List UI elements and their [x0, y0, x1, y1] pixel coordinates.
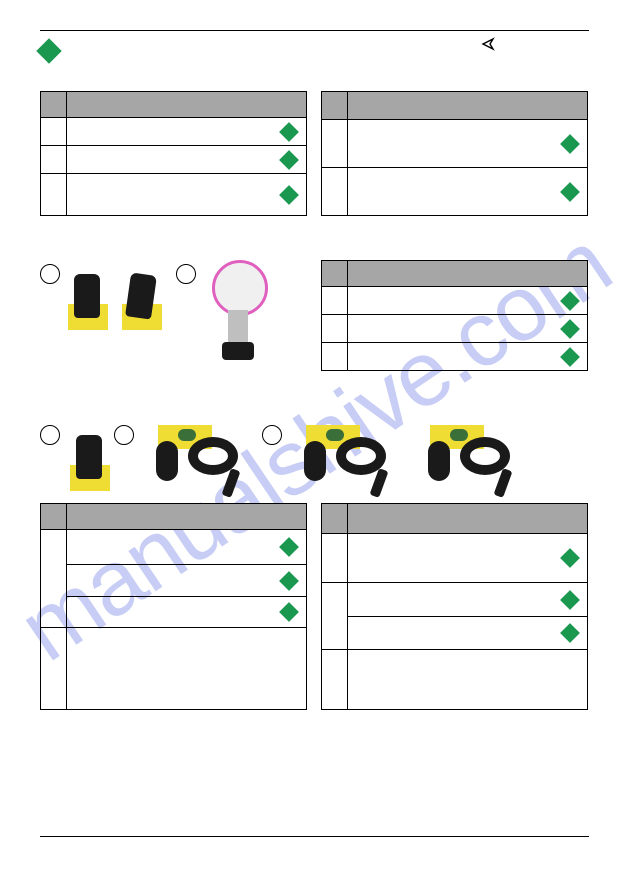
- table-row: [41, 596, 307, 627]
- th: [322, 504, 348, 534]
- valve-image: [286, 421, 406, 491]
- table-row: [322, 287, 588, 315]
- th: [322, 261, 348, 287]
- diamond-icon: [560, 548, 580, 568]
- table-row: [322, 168, 588, 216]
- diamond-icon: [279, 537, 299, 557]
- section3-right-table: [321, 503, 588, 710]
- diamond-icon: [560, 319, 580, 339]
- bottom-rule: [40, 836, 589, 837]
- diamond-icon: [560, 134, 580, 154]
- gauge-image: [198, 260, 278, 360]
- table-row: [41, 530, 307, 565]
- valve-image: [410, 421, 530, 491]
- table-row: [322, 617, 588, 649]
- diamond-icon: [560, 623, 580, 643]
- section2-right-table: [321, 260, 588, 371]
- diamond-icon: [279, 150, 299, 170]
- table-row: [41, 118, 307, 146]
- valve-image: [138, 421, 258, 491]
- th: [41, 92, 67, 118]
- pointer-icon: [480, 35, 498, 58]
- diamond-icon: [279, 185, 299, 205]
- diamond-icon: [560, 590, 580, 610]
- diamond-icon: [36, 38, 61, 63]
- table-row: [322, 582, 588, 617]
- diamond-icon: [560, 182, 580, 202]
- section2-images: [40, 260, 307, 360]
- section3-left-table: [40, 503, 307, 710]
- table-row: [41, 174, 307, 216]
- table-row: [322, 343, 588, 371]
- table-row: [41, 146, 307, 174]
- diamond-icon: [279, 571, 299, 591]
- section3-tables: [40, 503, 589, 710]
- th: [41, 504, 67, 530]
- th: [348, 261, 588, 287]
- plug-image: [116, 260, 168, 330]
- section3-images: [40, 421, 589, 491]
- th: [322, 92, 348, 120]
- diamond-icon: [560, 347, 580, 367]
- plug-image: [64, 421, 110, 491]
- th: [67, 92, 307, 118]
- section1-left-table: [40, 91, 307, 216]
- table-row: [322, 649, 588, 709]
- th: [67, 504, 307, 530]
- table-row: [322, 534, 588, 583]
- step-circle: [40, 264, 60, 284]
- step-circle: [114, 425, 134, 445]
- table-row: [322, 120, 588, 168]
- table-row: [322, 315, 588, 343]
- header-row: [40, 31, 589, 71]
- th: [348, 504, 588, 534]
- table-row: [41, 565, 307, 596]
- diamond-icon: [279, 122, 299, 142]
- step-circle: [262, 425, 282, 445]
- step-circle: [40, 425, 60, 445]
- th: [348, 92, 588, 120]
- diamond-icon: [279, 602, 299, 622]
- table-row: [41, 628, 307, 710]
- diamond-icon: [560, 291, 580, 311]
- section1-tables: [40, 91, 589, 216]
- plug-image: [62, 260, 114, 330]
- page-content: [40, 30, 589, 863]
- section1-right-table: [321, 91, 588, 216]
- section2: [40, 260, 589, 371]
- step-circle: [176, 264, 196, 284]
